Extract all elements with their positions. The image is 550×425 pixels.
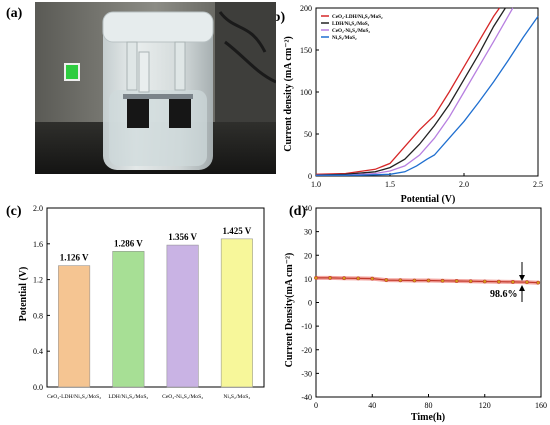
chart-b-legend-label: LDH/Ni₃S₂/MoS₂ xyxy=(332,21,370,27)
chart-b-series-line-2 xyxy=(316,7,514,176)
green-switch xyxy=(64,63,80,81)
chart-d-ytick-label: -30 xyxy=(301,369,312,378)
chart-d-point xyxy=(510,280,515,284)
electrode-right xyxy=(169,98,191,128)
chart-d-point xyxy=(412,278,417,283)
chart-b-legend-label: CeO₂-LDH/Ni₃S₂/MoS₂ xyxy=(332,14,383,20)
annotation-arrowhead-up xyxy=(519,285,525,291)
chart-d-point xyxy=(328,276,332,280)
chart-d-xtick-label: 40 xyxy=(368,401,376,410)
chart-c-category-label: Ni₃S₂/MoS₂ xyxy=(223,394,250,400)
chart-b-xtick-label: 2.5 xyxy=(533,180,543,189)
electrode-left xyxy=(127,98,149,128)
chart-d-ytick-label: -20 xyxy=(301,346,312,355)
electrode-holder-middle xyxy=(138,51,150,93)
chart-d-point xyxy=(440,278,445,283)
chart-d-ytick-label: 20 xyxy=(304,251,312,260)
chart-b-ylabel: Current density (mA cm⁻²) xyxy=(283,36,294,152)
chart-d-ylabel: Current Density(mA cm⁻²) xyxy=(284,253,295,368)
beaker-lid xyxy=(102,11,214,43)
chart-d-ytick-label: 30 xyxy=(304,228,312,237)
chart-c-bar xyxy=(166,244,199,388)
chart-d-point xyxy=(426,278,431,283)
chart-d-xtick-label: 0 xyxy=(314,401,318,410)
chart-c-category-label: CeO₂-Ni₃S₂/MoS₂ xyxy=(162,394,203,400)
chart-c-ytick-label: 1.2 xyxy=(33,276,43,285)
chart-b-legend-label: Ni₃S₂/MoS₂ xyxy=(332,35,357,41)
chart-b-series-line-0 xyxy=(315,7,501,175)
chart-d-ytick-label: 0 xyxy=(308,299,312,308)
chart-c-value-label: 1.286 V xyxy=(114,238,143,248)
chart-d-point xyxy=(496,279,501,284)
chart-d-point xyxy=(370,276,375,281)
chart-b-xtick-label: 1.0 xyxy=(311,180,321,189)
chart-c-ytick-label: 1.6 xyxy=(33,240,43,249)
chart-c-ytick-label: 2.0 xyxy=(33,204,43,213)
electrode-clip xyxy=(123,94,193,99)
chart-b-xtick-label: 2.0 xyxy=(459,180,469,189)
electrode-holder-right xyxy=(174,41,186,91)
chart-b-ytick-label: 150 xyxy=(300,46,312,55)
chart-d-xtick-label: 160 xyxy=(535,401,547,410)
chart-d-xtick-label: 120 xyxy=(479,401,491,410)
chart-c-ytick-label: 0.0 xyxy=(33,383,43,392)
chart-d-ytick-label: -10 xyxy=(301,322,312,331)
chart-d-point xyxy=(536,280,541,285)
chart-c-ytick-label: 0.8 xyxy=(33,311,43,320)
annotation-arrowhead-down xyxy=(519,275,525,281)
chart-d-ytick-label: 40 xyxy=(304,204,312,213)
chart-d-annotation: 98.6% xyxy=(490,289,518,300)
chart-d-xtick-label: 80 xyxy=(425,401,433,410)
chart-b-xlabel: Potential (V) xyxy=(401,194,456,205)
chart-c-category-label: CeO₂-LDH/Ni₃S₂/MoS₂ xyxy=(47,394,101,400)
chart-d-ytick-label: -40 xyxy=(301,393,312,402)
chart-d-point xyxy=(482,279,487,284)
electrode-holder-left xyxy=(126,41,138,91)
chart-b-legend-label: CeO₂-Ni₃S₂/MoS₂ xyxy=(332,28,370,34)
photo-drawing xyxy=(35,2,276,174)
chart-b-ytick-label: 0 xyxy=(308,172,312,181)
panel-a-label: (a) xyxy=(6,6,23,21)
chart-c-frame xyxy=(46,207,265,388)
panel-d-label: (d) xyxy=(289,204,307,219)
chart-c-ylabel: Potential (V) xyxy=(18,267,29,322)
chart-b-xtick-label: 1.5 xyxy=(385,180,395,189)
chart-b-ytick-label: 50 xyxy=(304,130,312,139)
electrolysis-cell-photo xyxy=(35,2,276,174)
chart-d-point xyxy=(356,276,361,281)
chart-c-bar xyxy=(220,238,253,388)
chart-d-point xyxy=(454,279,459,283)
chart-c-value-label: 1.356 V xyxy=(168,232,197,242)
chart-d-frame xyxy=(315,207,542,398)
chart-d-point xyxy=(384,278,389,282)
chart-d-point xyxy=(342,276,347,281)
chart-d-ytick-label: 10 xyxy=(304,275,312,284)
chart-d-point xyxy=(468,279,473,284)
chart-c-bar xyxy=(58,265,91,388)
chart-b-series-line-1 xyxy=(315,7,506,176)
cable-area xyxy=(215,2,276,122)
cables xyxy=(218,11,276,84)
chart-b-ytick-label: 200 xyxy=(300,4,312,13)
chart-d-xlabel: Time(h) xyxy=(411,412,445,423)
chart-b-series-line-3 xyxy=(316,16,539,176)
chart-d-point xyxy=(398,278,403,283)
panel-c-label: (c) xyxy=(6,204,22,219)
chart-c-value-label: 1.425 V xyxy=(222,226,251,236)
chart-d-point xyxy=(314,276,318,280)
chart-c-category-label: LDH/Ni₃S₂/MoS₂ xyxy=(108,394,148,400)
chart-d-point xyxy=(525,280,529,285)
chart-c-value-label: 1.126 V xyxy=(60,253,89,263)
chart-c-ytick-label: 0.4 xyxy=(33,347,43,356)
chart-c-bar xyxy=(112,251,145,388)
chart-b-ytick-label: 100 xyxy=(300,88,312,97)
